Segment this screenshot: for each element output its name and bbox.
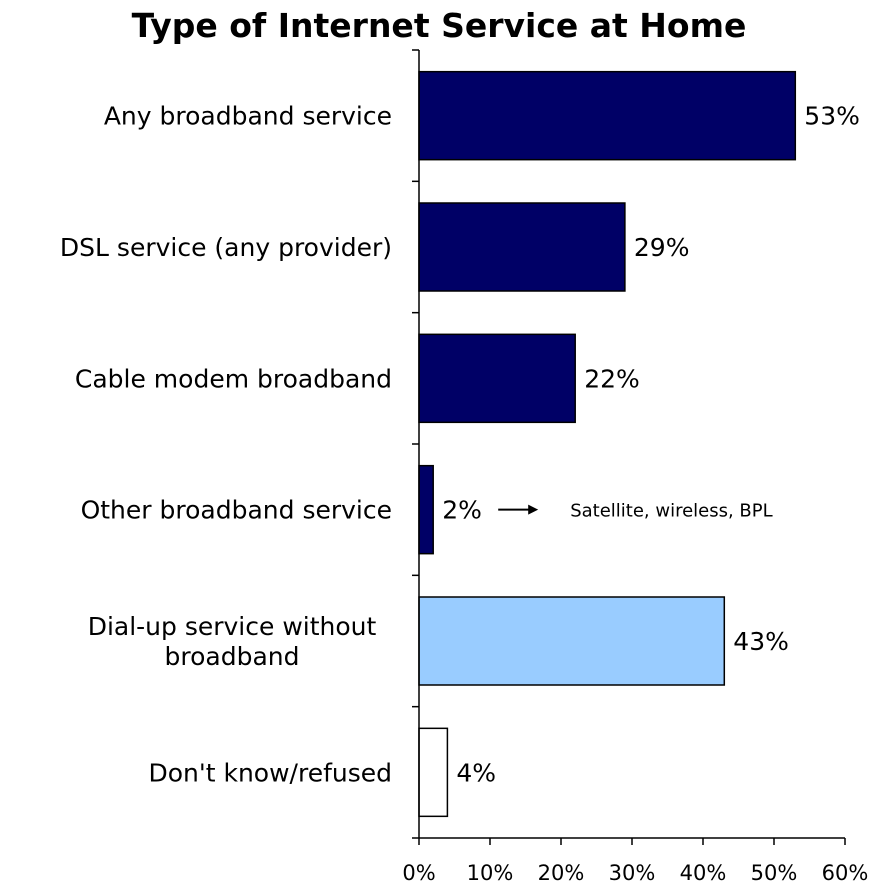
value-label: 2%	[442, 496, 482, 525]
x-tick-label: 10%	[467, 861, 514, 885]
bar	[418, 70, 797, 161]
value-label: 22%	[584, 364, 640, 393]
x-tick-label: 0%	[402, 861, 435, 885]
value-label: 43%	[733, 627, 789, 656]
bar	[418, 333, 576, 424]
category-label: DSL service (any provider)	[60, 233, 392, 262]
category-label: Any broadband service	[104, 102, 392, 131]
value-label: 29%	[634, 233, 690, 262]
category-label: Dial-up service without	[88, 612, 377, 641]
chart-title: Type of Internet Service at Home	[131, 6, 747, 45]
axes: 0% 10% 20% 30% 40% 50% 60%	[402, 49, 869, 885]
category-label: broadband	[165, 642, 300, 671]
value-label: 4%	[456, 758, 496, 787]
annotation-text: Satellite, wireless, BPL	[570, 501, 772, 522]
category-label: Cable modem broadband	[75, 364, 392, 393]
x-tick-label: 60%	[822, 861, 869, 885]
x-tick-label: 50%	[751, 861, 798, 885]
bar	[418, 202, 626, 292]
bars-layer	[418, 70, 797, 818]
bar	[418, 464, 434, 555]
x-tick-label: 40%	[680, 861, 727, 885]
x-tick-label: 20%	[538, 861, 585, 885]
labels-layer: Any broadband service 53% DSL service (any…	[60, 102, 860, 788]
bar	[418, 727, 449, 818]
x-tick-label: 30%	[609, 861, 656, 885]
value-label: 53%	[804, 102, 860, 131]
category-label: Don't know/refused	[148, 758, 392, 787]
category-label: Other broadband service	[81, 496, 392, 525]
bar	[418, 596, 726, 686]
arrowhead-icon	[528, 504, 539, 515]
